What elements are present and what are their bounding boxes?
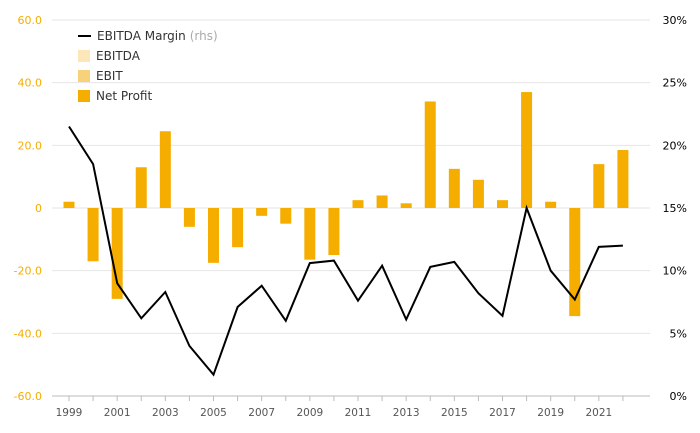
bar-net-profit xyxy=(135,167,147,208)
bar-net-profit xyxy=(617,150,629,208)
bar-net-profit xyxy=(400,203,412,208)
y-left-tick-label: -40.0 xyxy=(14,327,42,340)
x-tick-label: 2015 xyxy=(441,407,468,419)
bar-net-profit xyxy=(328,208,340,255)
y-left-tick-label: 0 xyxy=(35,202,42,215)
y-right-tick-label: 30% xyxy=(663,14,687,27)
legend: EBITDA Margin (rhs) EBITDA EBIT Net Prof… xyxy=(78,26,218,106)
bar-net-profit xyxy=(111,208,123,299)
bar-net-profit xyxy=(87,208,99,262)
x-tick-label: 2019 xyxy=(537,407,564,419)
bar-net-profit xyxy=(280,208,292,224)
bar-net-profit xyxy=(159,131,171,208)
x-tick-label: 2001 xyxy=(104,407,131,419)
x-tick-label: 2007 xyxy=(248,407,275,419)
x-tick-label: 2005 xyxy=(200,407,227,419)
y-left-tick-label: 60.0 xyxy=(18,14,43,27)
bar-net-profit xyxy=(569,208,581,317)
y-left-tick-label: 20.0 xyxy=(18,139,43,152)
y-left-tick-label: 40.0 xyxy=(18,77,43,90)
legend-label: EBIT xyxy=(96,69,123,83)
bar-net-profit xyxy=(304,208,316,260)
bar-net-profit xyxy=(256,208,268,216)
legend-item-ebitda-margin[interactable]: EBITDA Margin (rhs) xyxy=(78,26,218,46)
x-tick-label: 2003 xyxy=(152,407,179,419)
legend-label: EBITDA Margin xyxy=(97,29,186,43)
y-right-tick-label: 15% xyxy=(663,202,687,215)
x-tick-label: 2017 xyxy=(489,407,516,419)
bar-net-profit xyxy=(208,208,219,263)
x-tick-label: 1999 xyxy=(56,407,83,419)
legend-suffix: (rhs) xyxy=(189,29,218,43)
legend-label: EBITDA xyxy=(96,49,140,63)
bar-net-profit xyxy=(497,200,508,208)
net-profit-bars xyxy=(63,92,629,317)
legend-swatch-icon xyxy=(78,50,90,62)
bar-net-profit xyxy=(593,164,605,208)
x-tick-label: 2013 xyxy=(393,407,420,419)
y-left-tick-labels: 60.0 40.0 20.0 0 -20.0 -40.0 -60.0 xyxy=(14,14,42,403)
y-right-tick-label: 10% xyxy=(663,265,687,278)
bar-net-profit xyxy=(63,201,75,208)
x-tick-label: 2021 xyxy=(585,407,612,419)
bar-net-profit xyxy=(376,195,388,208)
y-left-tick-label: -60.0 xyxy=(14,390,42,403)
legend-item-net-profit[interactable]: Net Profit xyxy=(78,86,218,106)
y-left-tick-label: -20.0 xyxy=(14,265,42,278)
bar-net-profit xyxy=(521,92,533,208)
x-tick-label: 2009 xyxy=(296,407,323,419)
axes xyxy=(52,395,650,401)
legend-swatch-icon xyxy=(78,70,90,82)
legend-item-ebit[interactable]: EBIT xyxy=(78,66,218,86)
y-right-tick-label: 25% xyxy=(663,77,687,90)
bar-net-profit xyxy=(448,168,460,208)
y-right-tick-label: 5% xyxy=(670,327,687,340)
bar-net-profit xyxy=(183,208,195,227)
y-right-tick-labels: 30% 25% 20% 15% 10% 5% 0% xyxy=(663,14,687,403)
y-right-tick-label: 0% xyxy=(670,390,687,403)
legend-line-icon xyxy=(78,35,91,37)
legend-item-ebitda[interactable]: EBITDA xyxy=(78,46,218,66)
ebitda-margin-line-group xyxy=(68,125,623,377)
ebitda-margin-line xyxy=(68,125,623,377)
x-tick-label: 2011 xyxy=(345,407,372,419)
bar-net-profit xyxy=(545,201,557,208)
bar-net-profit xyxy=(232,208,244,248)
bar-net-profit xyxy=(472,179,484,208)
bar-net-profit xyxy=(424,101,436,208)
bar-net-profit xyxy=(352,200,364,208)
legend-swatch-icon xyxy=(78,90,90,102)
y-right-tick-label: 20% xyxy=(663,139,687,152)
legend-label: Net Profit xyxy=(96,89,153,103)
x-tick-labels: 1999 2001 2003 2005 2007 2009 2011 2013 2015 2017… xyxy=(56,407,613,419)
